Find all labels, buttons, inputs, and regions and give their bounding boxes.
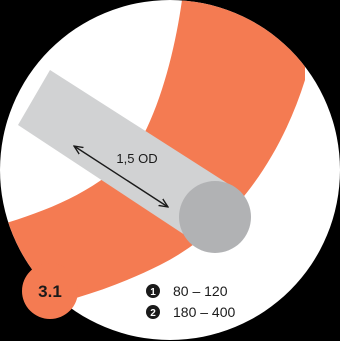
- legend-item-1: 1 80 – 120: [146, 283, 228, 299]
- section-badge: 3.1: [22, 263, 78, 319]
- legend-range-1: 80 – 120: [173, 283, 228, 299]
- legend-range-2: 180 – 400: [173, 304, 235, 320]
- legend-marker-2: [146, 305, 160, 319]
- legend-marker-label-1: 1: [150, 287, 156, 298]
- legend-marker-label-2: 2: [150, 308, 156, 319]
- badge-label: 3.1: [38, 282, 62, 301]
- legend-item-2: 2 180 – 400: [146, 304, 235, 320]
- legend-marker-1: [146, 284, 160, 298]
- dimension-arrow: [74, 146, 168, 207]
- tube-end: [179, 181, 251, 253]
- legend: 1 80 – 120 2 180 – 400: [146, 283, 235, 320]
- badge-circle: [22, 263, 78, 319]
- dimension-label: 1,5 OD: [116, 151, 157, 166]
